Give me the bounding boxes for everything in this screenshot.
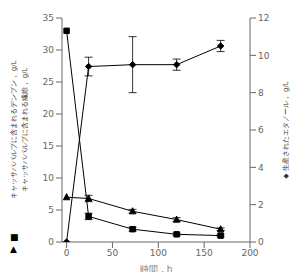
svg-text:5: 5 bbox=[48, 205, 54, 215]
svg-text:10: 10 bbox=[43, 173, 55, 183]
svg-text:12: 12 bbox=[258, 13, 269, 23]
svg-text:0: 0 bbox=[48, 237, 54, 247]
svg-text:6: 6 bbox=[258, 125, 264, 135]
svg-text:35: 35 bbox=[43, 13, 54, 23]
svg-text:10: 10 bbox=[258, 51, 270, 61]
svg-text:50: 50 bbox=[107, 248, 119, 258]
svg-text:4: 4 bbox=[258, 163, 264, 173]
svg-text:200: 200 bbox=[241, 248, 258, 258]
svg-text:25: 25 bbox=[43, 77, 54, 87]
svg-text:0: 0 bbox=[64, 248, 70, 258]
svg-text:30: 30 bbox=[43, 45, 55, 55]
svg-text:20: 20 bbox=[43, 109, 55, 119]
svg-text:0: 0 bbox=[258, 237, 264, 247]
html-text:◆ 生産されたエタノール， g/L: ◆ 生産されたエタノール， g/L bbox=[282, 81, 290, 179]
svg-text:150: 150 bbox=[196, 248, 213, 258]
svg-text:2: 2 bbox=[258, 200, 264, 210]
svg-text:時間，h: 時間，h bbox=[140, 264, 173, 272]
html-text:キャッサバパルプに含まれるデンプン， g/L: キャッサバパルプに含まれるデンプン， g/L bbox=[10, 60, 18, 200]
svg-text:100: 100 bbox=[150, 248, 167, 258]
html-text:キャッサバパルプに含まれる繊維， g/L: キャッサバパルプに含まれる繊維， g/L bbox=[21, 67, 29, 193]
svg-text:15: 15 bbox=[43, 141, 54, 151]
svg-text:8: 8 bbox=[258, 88, 264, 98]
